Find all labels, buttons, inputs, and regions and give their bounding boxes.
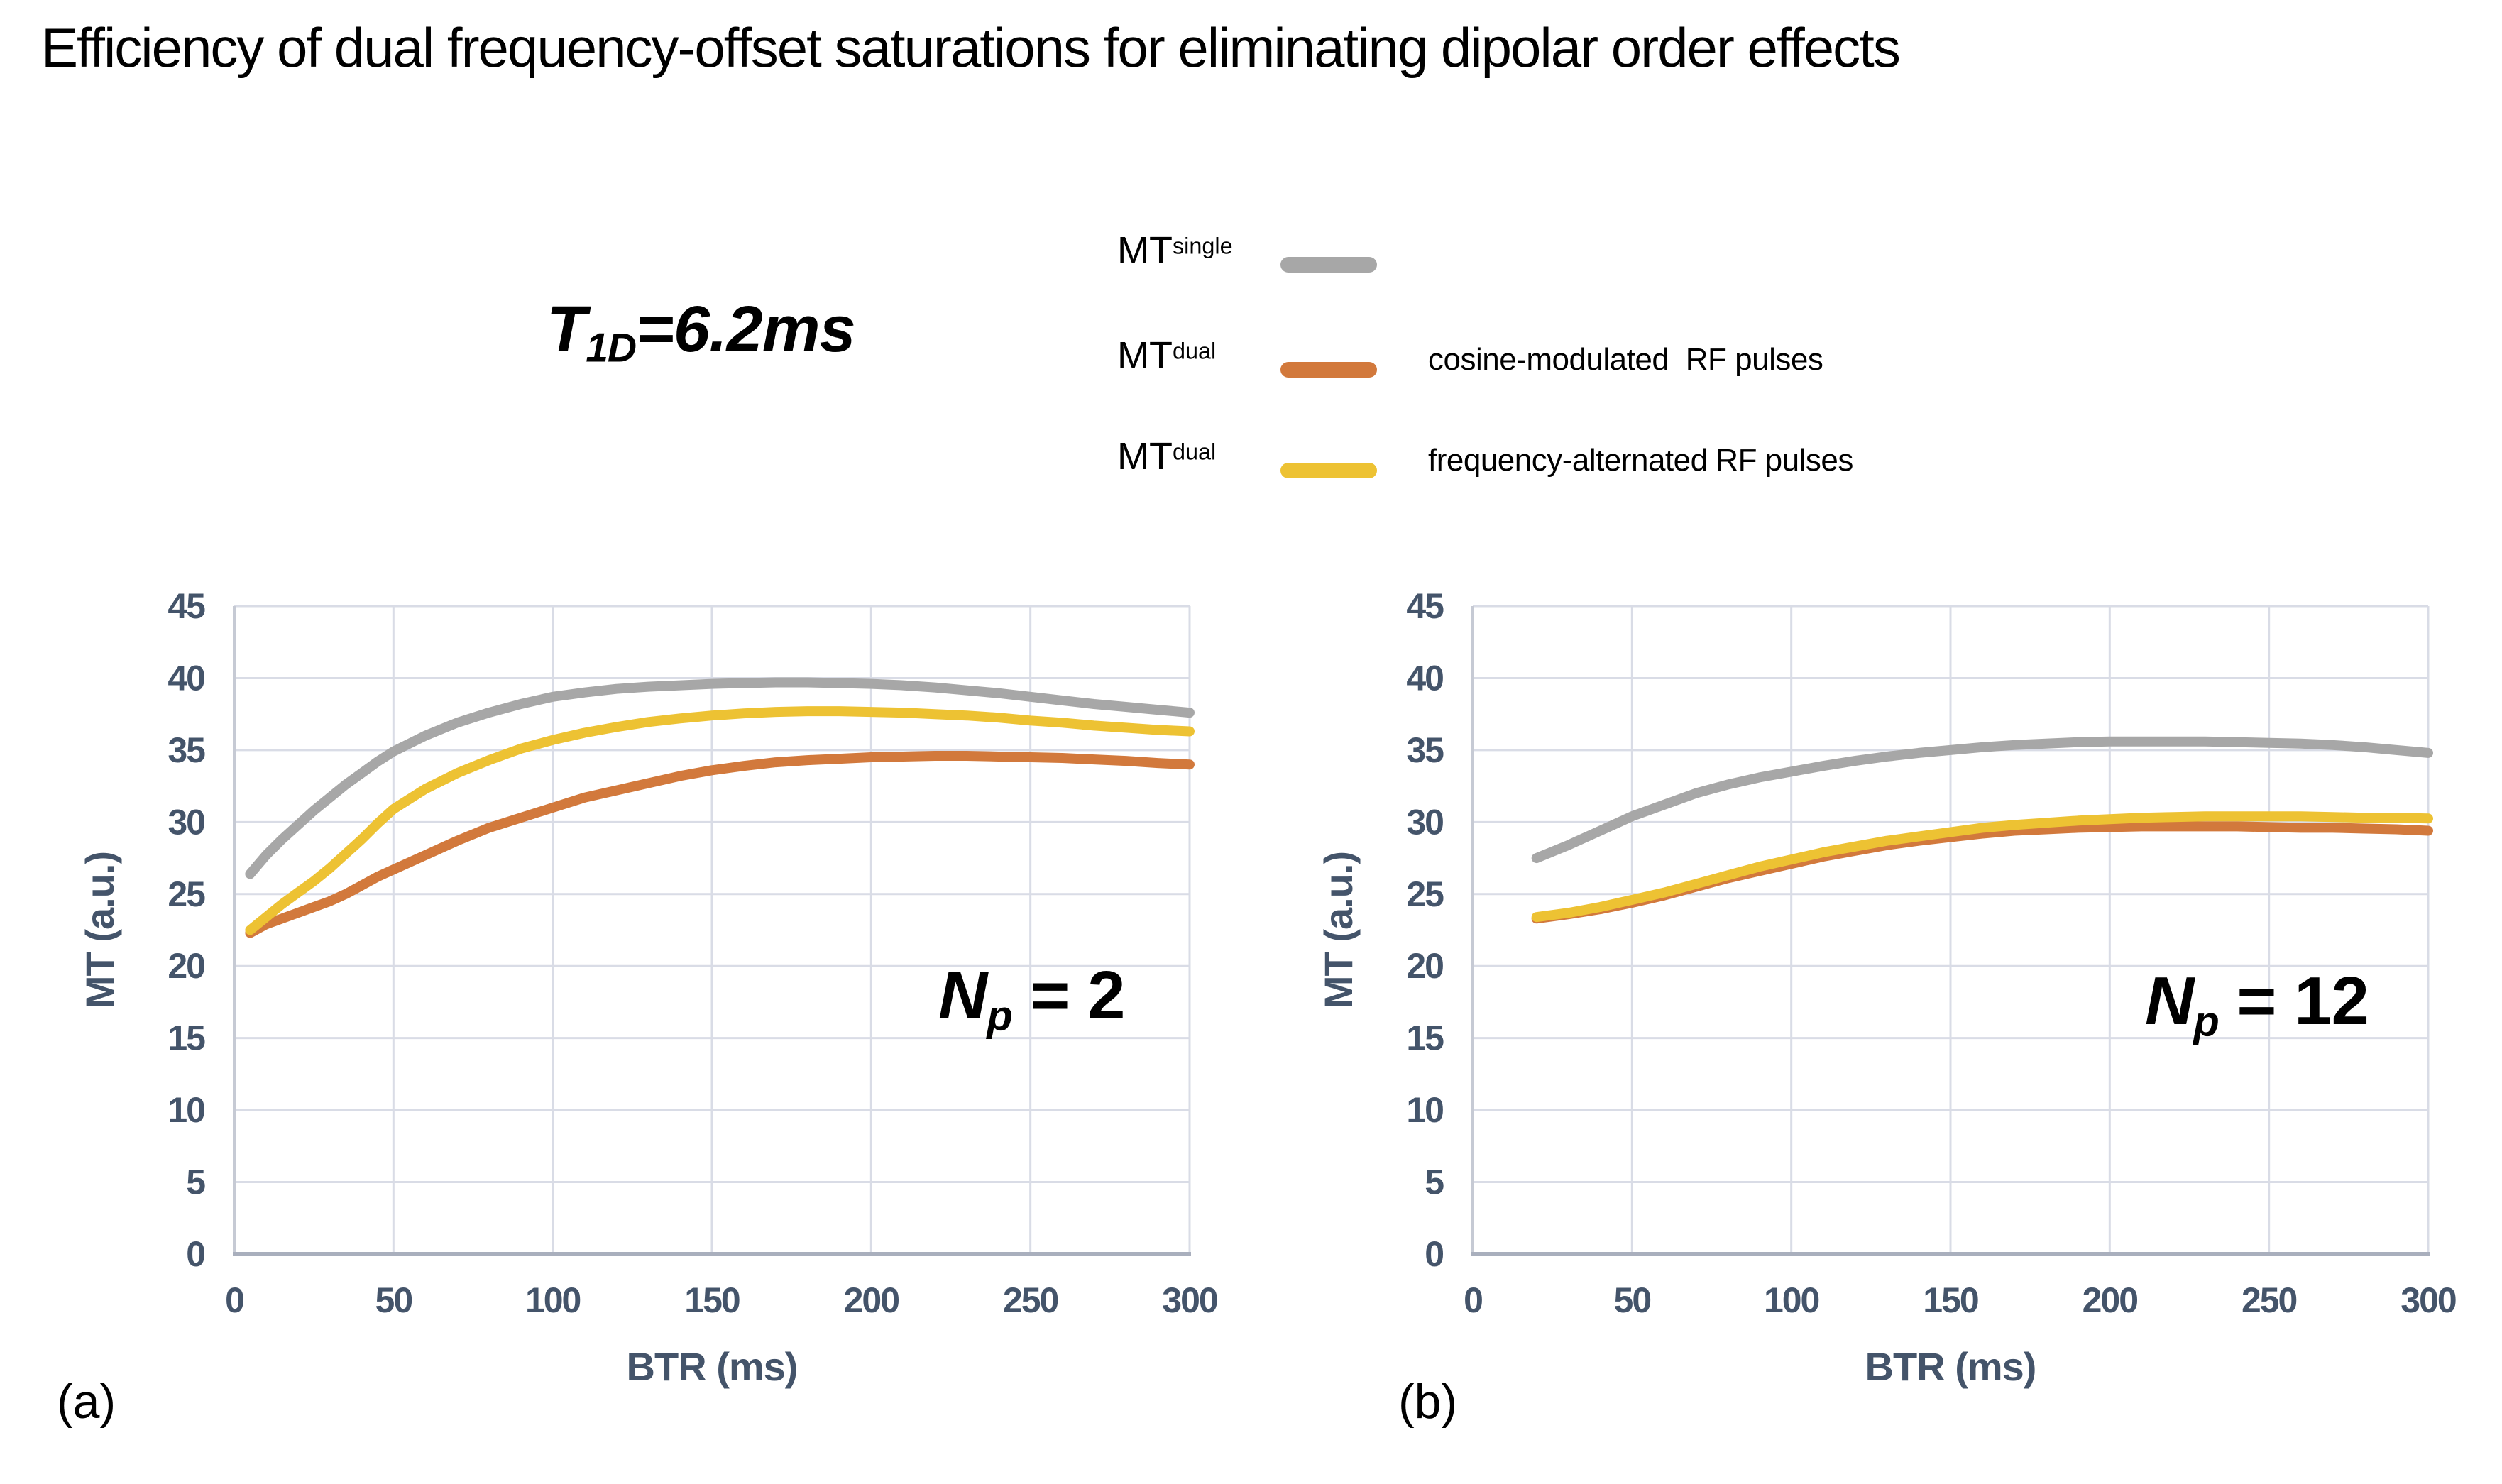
svg-text:40: 40: [168, 658, 204, 698]
legend-label-base: MT: [1117, 435, 1173, 478]
np-base: N: [938, 957, 987, 1033]
legend-label-sup: dual: [1172, 338, 1217, 364]
svg-text:150: 150: [1923, 1280, 1978, 1320]
t1d-base: T: [547, 293, 586, 365]
svg-text:150: 150: [684, 1280, 740, 1320]
legend-label-sup: single: [1172, 233, 1233, 259]
legend-label-sup: dual: [1172, 439, 1217, 465]
svg-text:MT (a.u.): MT (a.u.): [77, 852, 122, 1008]
svg-text:250: 250: [1003, 1280, 1058, 1320]
legend-label-mt-dual-freq: MTdual: [1117, 434, 1216, 478]
svg-text:5: 5: [1425, 1163, 1444, 1202]
legend-desc-freq: frequency-alternated RF pulses: [1428, 443, 1853, 478]
np-subscript: p: [987, 991, 1012, 1040]
legend-desc-cosine: cosine-modulated RF pulses: [1428, 342, 1823, 377]
svg-text:0: 0: [1464, 1280, 1482, 1320]
figure-title: Efficiency of dual frequency-offset satu…: [41, 16, 1901, 79]
svg-text:50: 50: [375, 1280, 412, 1320]
svg-text:BTR (ms): BTR (ms): [627, 1344, 798, 1389]
svg-text:0: 0: [1425, 1234, 1443, 1274]
svg-text:35: 35: [168, 730, 205, 770]
svg-text:40: 40: [1406, 658, 1443, 698]
svg-text:MT (a.u.): MT (a.u.): [1316, 852, 1361, 1008]
svg-text:45: 45: [168, 586, 205, 626]
np-base: N: [2145, 963, 2194, 1039]
chart-np12: 0 5 10 15 20 25 30 35 40 45 0 50 100 150 200 250 300 BTR …: [1316, 586, 2457, 1389]
svg-text:5: 5: [186, 1163, 205, 1202]
np-value: = 2: [1011, 957, 1125, 1033]
svg-text:45: 45: [1406, 586, 1444, 626]
svg-text:15: 15: [168, 1018, 205, 1058]
legend-label-base: MT: [1117, 334, 1173, 377]
svg-text:0: 0: [186, 1234, 204, 1274]
svg-text:200: 200: [2083, 1280, 2138, 1320]
svg-text:25: 25: [168, 874, 205, 914]
legend-swatch-yellow: [1280, 463, 1377, 478]
svg-text:35: 35: [1406, 730, 1444, 770]
svg-text:200: 200: [844, 1280, 899, 1320]
legend-entry-mt-dual-freq: MTdual frequency-alternated RF pulses: [1117, 434, 2111, 498]
svg-text:250: 250: [2242, 1280, 2297, 1320]
svg-text:300: 300: [1162, 1280, 1217, 1320]
panel-label-a: (a): [57, 1375, 116, 1429]
svg-text:50: 50: [1614, 1280, 1651, 1320]
svg-text:BTR (ms): BTR (ms): [1865, 1344, 2036, 1389]
svg-text:30: 30: [1406, 802, 1443, 842]
t1d-value: =6.2ms: [636, 293, 856, 365]
panel-label-b: (b): [1398, 1375, 1458, 1429]
svg-text:10: 10: [168, 1090, 204, 1130]
svg-text:100: 100: [1764, 1280, 1819, 1320]
legend-swatch-orange: [1280, 362, 1377, 378]
svg-text:20: 20: [168, 946, 204, 986]
np-subscript: p: [2193, 997, 2219, 1045]
svg-text:15: 15: [1406, 1018, 1444, 1058]
svg-text:20: 20: [1406, 946, 1443, 986]
svg-text:25: 25: [1406, 874, 1444, 914]
svg-text:300: 300: [2401, 1280, 2456, 1320]
np-annotation-a: Np = 2: [938, 957, 1125, 1037]
legend-swatch-gray: [1280, 257, 1377, 273]
t1d-annotation: T1D=6.2ms: [547, 292, 856, 371]
legend-entry-mt-single: MTsingle: [1117, 229, 2111, 292]
legend-label-mt-single: MTsingle: [1117, 229, 1233, 273]
np-annotation-b: Np = 12: [2145, 962, 2369, 1043]
svg-text:100: 100: [525, 1280, 581, 1320]
chart-np2: 0 5 10 15 20 25 30 35 40 45 0 50 100 150 200 250 300 BTR …: [77, 586, 1219, 1389]
svg-text:30: 30: [168, 802, 204, 842]
t1d-subscript: 1D: [586, 325, 637, 371]
np-value: = 12: [2218, 963, 2369, 1039]
legend-entry-mt-dual-cosine: MTdual cosine-modulated RF pulses: [1117, 334, 2111, 397]
legend-label-base: MT: [1117, 229, 1173, 272]
svg-text:10: 10: [1406, 1090, 1443, 1130]
legend-label-mt-dual-cosine: MTdual: [1117, 334, 1216, 378]
svg-text:0: 0: [225, 1280, 243, 1320]
